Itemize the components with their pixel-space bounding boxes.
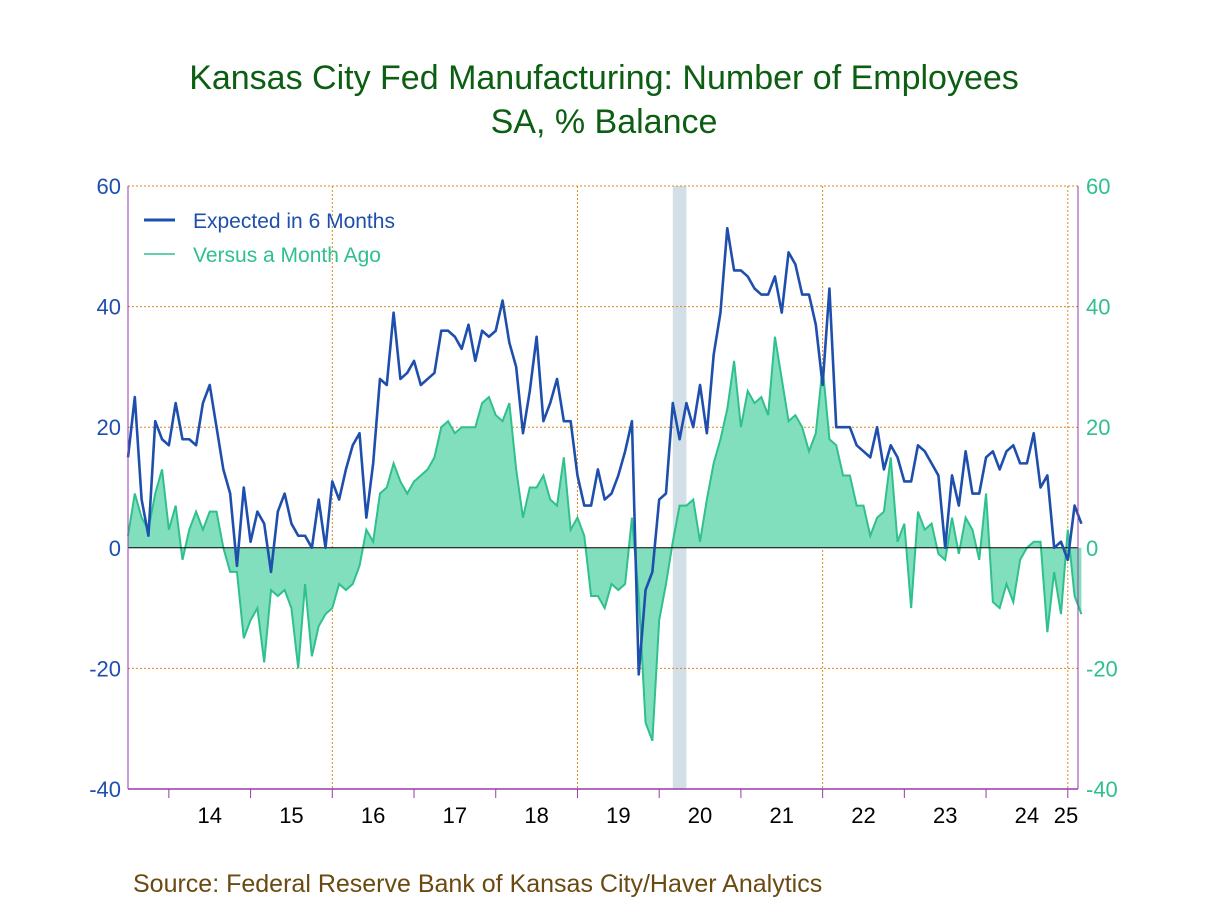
x-tick-label: 23 bbox=[933, 803, 957, 828]
chart-title: Kansas City Fed Manufacturing: Number of… bbox=[189, 59, 1019, 97]
recession-shading bbox=[672, 186, 687, 789]
y-tick-label-right: -20 bbox=[1086, 656, 1118, 681]
chart-subtitle: SA, % Balance bbox=[490, 103, 718, 141]
expected-line-path bbox=[126, 226, 1083, 676]
x-tick-label: 21 bbox=[770, 803, 794, 828]
x-tick-label: 24 bbox=[1015, 803, 1039, 828]
versus-month-ago-area bbox=[127, 336, 1083, 742]
y-tick-label-left: 40 bbox=[97, 295, 121, 320]
area-fill bbox=[128, 336, 1082, 741]
source-note: Source: Federal Reserve Bank of Kansas C… bbox=[133, 870, 823, 898]
x-tick-label: 16 bbox=[361, 803, 385, 828]
area-line bbox=[127, 336, 1083, 742]
y-tick-label-left: -20 bbox=[89, 656, 121, 681]
x-tick-label: 14 bbox=[197, 803, 221, 828]
y-tick-label-right: 60 bbox=[1086, 174, 1110, 199]
legend-label-expected: Expected in 6 Months bbox=[193, 210, 395, 233]
y-tick-label-right: -40 bbox=[1086, 777, 1118, 802]
x-tick-label: 17 bbox=[443, 803, 467, 828]
y-tick-label-left: -40 bbox=[89, 777, 121, 802]
chart-legend: Expected in 6 Months Versus a Month Ago bbox=[144, 210, 395, 267]
x-tick-label: 25 bbox=[1054, 803, 1078, 828]
y-tick-label-left: 60 bbox=[97, 174, 121, 199]
x-tick-label: 19 bbox=[606, 803, 630, 828]
y-tick-label-right: 20 bbox=[1086, 415, 1110, 440]
expected-6-months-line bbox=[126, 226, 1083, 676]
x-tick-label: 20 bbox=[688, 803, 712, 828]
recession-band bbox=[672, 186, 687, 789]
x-tick-label: 15 bbox=[279, 803, 303, 828]
y-tick-label-right: 40 bbox=[1086, 295, 1110, 320]
legend-label-versus: Versus a Month Ago bbox=[193, 244, 381, 267]
y-tick-label-right: 0 bbox=[1086, 536, 1098, 561]
axis-tick-labels: 60 60 40 40 20 20 0 0 -20 -20 -40 -40 14 15 16 17 18 19 20… bbox=[89, 174, 1118, 828]
y-tick-label-left: 0 bbox=[109, 536, 121, 561]
y-tick-label-left: 20 bbox=[97, 415, 121, 440]
chart-axes bbox=[127, 186, 1079, 798]
x-tick-label: 22 bbox=[851, 803, 875, 828]
x-tick-label: 18 bbox=[524, 803, 548, 828]
